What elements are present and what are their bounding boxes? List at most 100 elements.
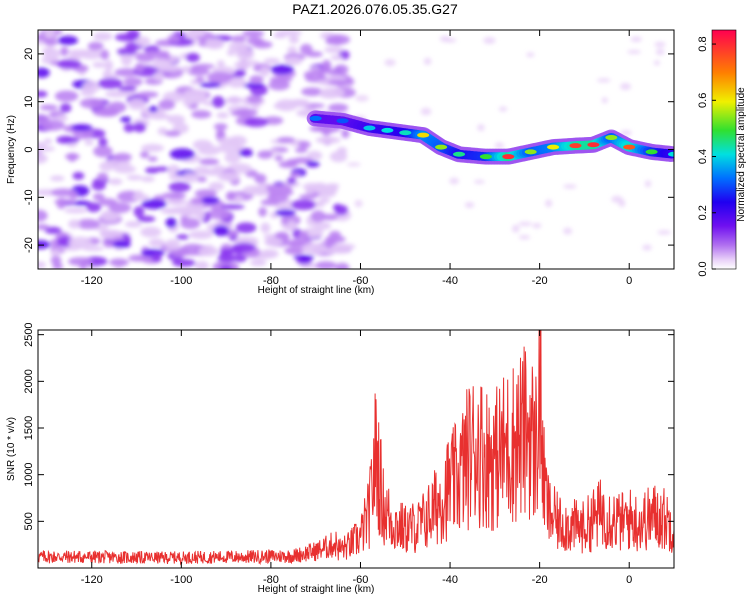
colorbar-tick-label: 0.0 [697, 261, 709, 276]
x-tick-label: -20 [532, 275, 548, 287]
noise-blob [50, 175, 65, 182]
chart-title: PAZ1.2026.076.05.35.G27 [292, 1, 458, 17]
noise-blob [50, 188, 76, 197]
noise-blob [167, 114, 186, 125]
ridge-point [587, 142, 600, 148]
noise-blob [97, 77, 123, 89]
noise-blob [653, 60, 661, 66]
noise-blob [234, 60, 251, 70]
ridge-point [399, 130, 412, 136]
noise-blob [225, 191, 236, 202]
noise-blob [169, 148, 196, 160]
noise-blob [92, 193, 105, 201]
noise-blob [301, 242, 328, 255]
noise-blob [181, 65, 192, 73]
noise-blob [288, 35, 300, 44]
noise-blob [100, 209, 120, 222]
noise-blob [355, 94, 369, 102]
noise-blob [498, 106, 508, 112]
noise-blob [310, 69, 326, 76]
noise-blob [331, 243, 351, 254]
noise-blob [563, 227, 573, 235]
noise-blob [148, 105, 159, 113]
noise-blob [420, 107, 432, 116]
noise-blob [38, 141, 47, 148]
noise-blob [563, 184, 577, 189]
noise-blob [164, 130, 181, 137]
noise-blob [43, 138, 53, 145]
noise-blob [54, 90, 79, 102]
noise-blob [38, 240, 51, 250]
ridge-point [547, 144, 560, 150]
noise-blob [164, 207, 179, 214]
x-tick-label: -120 [81, 574, 103, 586]
noise-blob [195, 209, 206, 221]
noise-blob [67, 49, 92, 56]
noise-blob [315, 136, 341, 144]
noise-blob [148, 113, 171, 120]
noise-blob [104, 60, 114, 72]
noise-blob [212, 165, 227, 174]
y-tick-label: 0 [23, 146, 35, 152]
noise-blob [263, 116, 284, 125]
colorbar-tick-label: 0.8 [697, 36, 709, 51]
noise-blob [230, 110, 251, 117]
noise-blob [289, 172, 302, 178]
noise-blob [197, 145, 221, 156]
noise-blob [288, 100, 311, 108]
noise-blob [284, 56, 303, 66]
noise-blob [330, 54, 343, 61]
noise-blob [38, 209, 48, 222]
noise-blob [266, 184, 293, 195]
noise-blob [50, 255, 62, 265]
noise-blob [532, 222, 542, 229]
noise-blob [221, 204, 245, 210]
y-tick-label: 10 [23, 96, 35, 108]
noise-blob [226, 49, 236, 56]
noise-blob [321, 126, 332, 136]
noise-blob [518, 235, 531, 240]
noise-blob [134, 190, 144, 200]
noise-blob [152, 58, 171, 69]
noise-blob [53, 199, 77, 205]
noise-blob [252, 40, 273, 49]
noise-blob [477, 124, 485, 132]
noise-blob [195, 76, 205, 83]
noise-blob [207, 71, 233, 84]
noise-blob [217, 171, 241, 182]
spectrogram-x-ticks: -120 -100 -80 -60 -40 -20 0 [81, 30, 632, 287]
noise-blob [168, 181, 191, 193]
ridge-point [668, 151, 674, 157]
ridge-point [645, 149, 658, 155]
noise-blob [258, 181, 267, 193]
noise-blob [180, 216, 189, 222]
noise-blob [219, 264, 233, 269]
noise-blob [620, 129, 632, 136]
ridge-point [569, 143, 582, 149]
ridge-point [524, 149, 537, 155]
noise-blob [254, 173, 267, 184]
noise-blob [299, 43, 313, 55]
noise-blob [199, 158, 220, 166]
noise-blob [324, 46, 344, 54]
noise-blob [38, 145, 56, 152]
noise-blob [60, 46, 69, 57]
spectrogram-y-axis-label: Frequency (Hz) [6, 115, 17, 184]
noise-blob [141, 199, 167, 210]
noise-blob [423, 57, 432, 66]
noise-blob [298, 194, 317, 200]
noise-blob [55, 114, 69, 122]
x-tick-label: -100 [170, 574, 192, 586]
spectrogram-heatmap [38, 30, 674, 269]
noise-blob [120, 116, 132, 123]
noise-blob [133, 122, 146, 133]
snr-panel: -120 -100 -80 -60 -40 -20 0 500 1000 1500 2000 250… [6, 322, 675, 595]
noise-blob [258, 206, 267, 217]
noise-blob [140, 176, 155, 182]
noise-blob [44, 226, 62, 235]
noise-blob [251, 103, 260, 110]
noise-blob [68, 219, 81, 229]
noise-blob [246, 94, 263, 104]
